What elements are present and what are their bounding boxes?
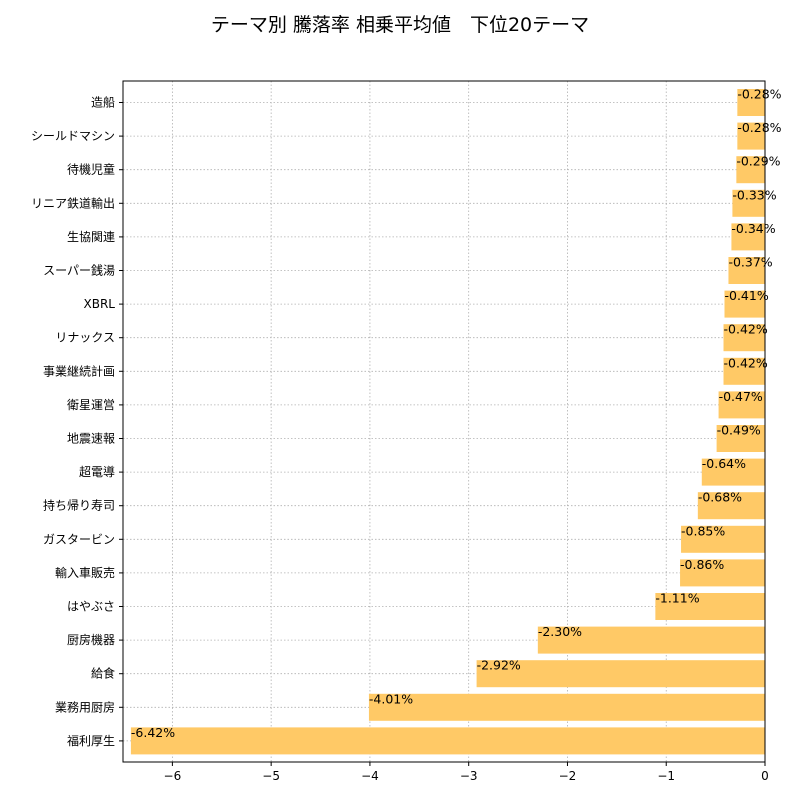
y-tick-label: ガスタービン bbox=[43, 532, 115, 546]
bar-value-label: -0.64% bbox=[702, 456, 746, 471]
x-tick-label: 0 bbox=[761, 769, 769, 783]
bar bbox=[737, 89, 765, 116]
x-tick-label: −4 bbox=[361, 769, 379, 783]
y-tick-label: 衛星運営 bbox=[67, 398, 115, 412]
bar bbox=[701, 458, 765, 486]
x-tick-label: −5 bbox=[262, 769, 280, 783]
bar-value-label: -0.33% bbox=[732, 187, 776, 202]
x-tick-label: −3 bbox=[460, 769, 478, 783]
y-tick-label: 待機児童 bbox=[67, 162, 115, 177]
bar bbox=[736, 156, 765, 184]
bar-value-label: -0.86% bbox=[680, 557, 724, 572]
y-tick-label: 事業継続計画 bbox=[43, 363, 115, 378]
chart-title: テーマ別 騰落率 相乗平均値 下位20テーマ bbox=[210, 14, 590, 36]
y-tick-label: 福利厚生 bbox=[67, 733, 115, 748]
y-tick-label: 地震速報 bbox=[67, 432, 115, 446]
bar-value-label: -0.28% bbox=[737, 120, 781, 135]
bar bbox=[681, 525, 765, 553]
bar-value-label: -0.42% bbox=[724, 322, 768, 337]
bar-value-label: -0.34% bbox=[731, 221, 775, 236]
bar bbox=[716, 425, 765, 452]
y-tick-label: 超電導 bbox=[79, 464, 115, 479]
bar-value-label: -2.92% bbox=[477, 658, 521, 673]
bar-value-label: -0.85% bbox=[681, 523, 725, 538]
y-tick-label: リナックス bbox=[55, 331, 115, 345]
x-tick-label: −6 bbox=[164, 769, 182, 783]
x-tick-label: −1 bbox=[657, 769, 675, 783]
y-tick-label: シールドマシン bbox=[31, 129, 115, 143]
x-tick-label: −2 bbox=[559, 769, 577, 783]
bar bbox=[680, 559, 765, 587]
bar-value-label: -0.37% bbox=[728, 255, 772, 270]
y-tick-label: はやぶさ bbox=[67, 600, 115, 614]
bar bbox=[368, 693, 765, 721]
bar-value-label: -0.28% bbox=[737, 87, 781, 102]
y-tick-label: 輸入車販売 bbox=[55, 565, 115, 580]
bar bbox=[723, 324, 765, 352]
bar-value-label: -4.01% bbox=[369, 691, 413, 706]
y-tick-label: 厨房機器 bbox=[67, 632, 115, 647]
y-tick-label: XBRL bbox=[84, 297, 116, 311]
bar bbox=[537, 626, 765, 654]
bar bbox=[723, 357, 765, 385]
bar bbox=[737, 122, 765, 150]
bar-value-label: -0.29% bbox=[736, 154, 780, 169]
bar-value-label: -0.49% bbox=[717, 423, 761, 438]
plot-frame bbox=[122, 80, 766, 763]
y-tick-label: リニア鉄道輸出 bbox=[31, 195, 115, 210]
y-tick-label: 持ち帰り寿司 bbox=[43, 498, 115, 513]
y-tick-label: 造船 bbox=[91, 96, 115, 110]
bar-value-label: -0.68% bbox=[698, 490, 742, 505]
bar-value-label: -6.42% bbox=[131, 725, 175, 740]
bar bbox=[130, 727, 765, 755]
y-tick-label: 生協関連 bbox=[67, 229, 115, 244]
y-tick-label: スーパー銭湯 bbox=[43, 263, 115, 278]
bar bbox=[732, 189, 765, 217]
bar bbox=[655, 593, 765, 620]
bar-value-label: -2.30% bbox=[538, 624, 582, 639]
bar bbox=[718, 391, 765, 419]
y-tick-label: 給食 bbox=[91, 666, 115, 681]
bar-value-label: -1.11% bbox=[655, 591, 699, 606]
bar-value-label: -0.47% bbox=[719, 389, 763, 404]
bar-value-label: -0.42% bbox=[724, 355, 768, 370]
bar bbox=[476, 660, 765, 688]
bar bbox=[724, 290, 765, 318]
bar bbox=[731, 223, 765, 251]
y-tick-label: 業務用厨房 bbox=[55, 699, 115, 714]
bar-value-label: -0.41% bbox=[725, 288, 769, 303]
bar bbox=[728, 257, 765, 284]
bar bbox=[697, 492, 765, 520]
